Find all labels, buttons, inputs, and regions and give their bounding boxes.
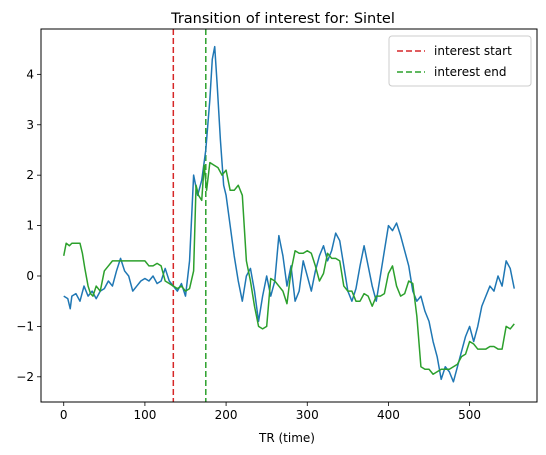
x-axis-label: TR (time) <box>258 431 315 445</box>
series-line-2 <box>62 161 515 376</box>
x-tick-label: 400 <box>377 408 400 422</box>
x-tick-label: 300 <box>296 408 319 422</box>
series-line-1 <box>63 45 516 383</box>
y-tick-label: −1 <box>16 319 34 333</box>
legend-box <box>388 35 532 87</box>
x-tick-label: 500 <box>458 408 481 422</box>
legend-label-1: interest start <box>434 44 512 58</box>
legend-label-2: interest end <box>434 65 506 79</box>
x-axis: 0 100 200 300 400 500 <box>60 402 481 422</box>
y-tick-label: 1 <box>26 219 34 233</box>
legend: interest start interest end <box>388 35 532 87</box>
chart-title: Transition of interest for: Sintel <box>170 11 395 27</box>
x-tick-label: 100 <box>133 408 156 422</box>
x-tick-label: 0 <box>60 408 68 422</box>
y-tick-label: 0 <box>26 269 34 283</box>
y-tick-label: −2 <box>16 370 34 384</box>
y-axis: −2 −1 0 1 2 3 4 <box>16 67 41 384</box>
plot-area <box>62 29 516 402</box>
x-tick-label: 200 <box>215 408 238 422</box>
y-tick-label: 3 <box>26 118 34 132</box>
y-tick-label: 4 <box>26 67 34 81</box>
y-tick-label: 2 <box>26 168 34 182</box>
axes-frame <box>40 28 538 403</box>
